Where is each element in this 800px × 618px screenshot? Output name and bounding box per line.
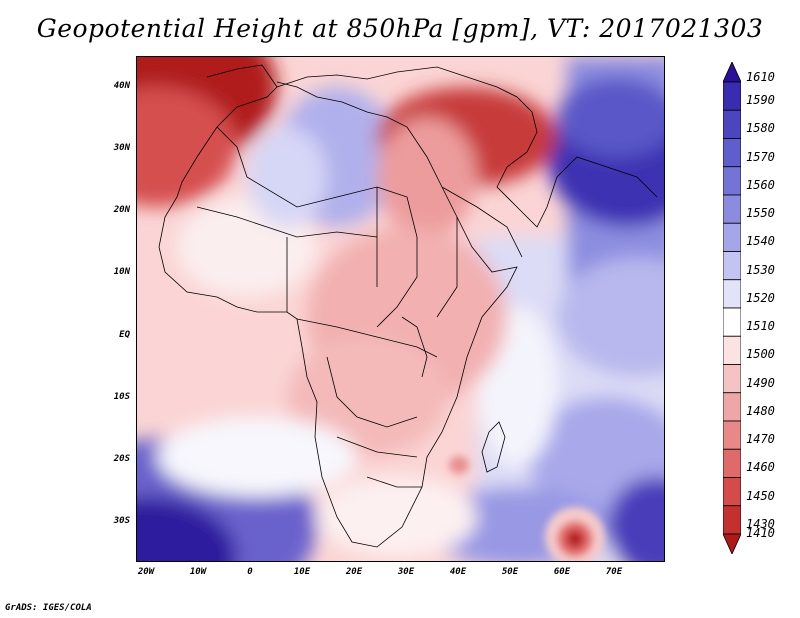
colorbar-swatch [723, 392, 741, 422]
colorbar-swatch [723, 222, 741, 252]
colorbar [723, 62, 741, 554]
colorbar-swatch [723, 194, 741, 224]
colorbar-label: 1480 [746, 403, 775, 418]
colorbar-label: 1430 [746, 516, 775, 531]
lon-label: 20E [345, 567, 363, 577]
lon-label: 60E [553, 567, 571, 577]
colorbar-swatch [723, 138, 741, 168]
colorbar-label: 1510 [746, 319, 775, 334]
colorbar-label: 1550 [746, 206, 775, 221]
lat-label: 10S [113, 392, 130, 402]
colorbar-label: 1590 [746, 93, 775, 108]
colorbar-label: 1580 [746, 121, 775, 136]
footer-credit: GrADS: IGES/COLA [5, 603, 92, 613]
colorbar-swatch [723, 109, 741, 139]
lat-label: EQ [119, 330, 130, 340]
colorbar-swatch [723, 533, 741, 554]
lon-label: 50E [501, 567, 519, 577]
colorbar-label: 1610 [746, 70, 775, 84]
colorbar-label: 1470 [746, 432, 775, 447]
lat-label: 20S [113, 454, 130, 464]
colorbar-swatch [723, 279, 741, 309]
map-title: Geopotential Height at 850hPa [gpm], VT:… [36, 14, 764, 43]
colorbar-label: 1540 [746, 234, 775, 249]
colorbar-swatch [723, 505, 741, 535]
lon-label: 30E [397, 567, 415, 577]
colorbar-swatch [723, 448, 741, 478]
colorbar-swatch [723, 364, 741, 394]
colorbar-swatch [723, 307, 741, 337]
colorbar-swatch [723, 62, 741, 83]
colorbar-swatch [723, 477, 741, 507]
colorbar-label: 1570 [746, 149, 775, 164]
colorbar-swatch [723, 251, 741, 281]
lat-label: 30N [113, 143, 130, 153]
colorbar-label: 1490 [746, 375, 775, 390]
colorbar-label: 1460 [746, 460, 775, 475]
lon-label: 10W [189, 567, 207, 577]
lat-label: 20N [113, 205, 130, 215]
colorbar-label: 1520 [746, 290, 775, 305]
colorbar-label: 1450 [746, 488, 775, 503]
lon-label: 10E [293, 567, 311, 577]
lon-label: 0 [247, 567, 253, 577]
lon-label: 20W [137, 567, 155, 577]
colorbar-swatch [723, 81, 741, 111]
coastline-outline [158, 64, 658, 548]
colorbar-swatch [723, 335, 741, 365]
lon-label: 70E [605, 567, 623, 577]
lon-label: 40E [449, 567, 467, 577]
lat-label: 40N [113, 81, 130, 91]
height-field-map [137, 57, 664, 561]
colorbar-swatch [723, 420, 741, 450]
map-panel [136, 56, 665, 562]
colorbar-label: 1530 [746, 262, 775, 277]
lat-label: 30S [113, 516, 130, 526]
colorbar-swatch [723, 166, 741, 196]
colorbar-label: 1410 [746, 526, 775, 540]
lat-label: 10N [113, 267, 130, 277]
colorbar-label: 1560 [746, 177, 775, 192]
colorbar-label: 1500 [746, 347, 775, 362]
